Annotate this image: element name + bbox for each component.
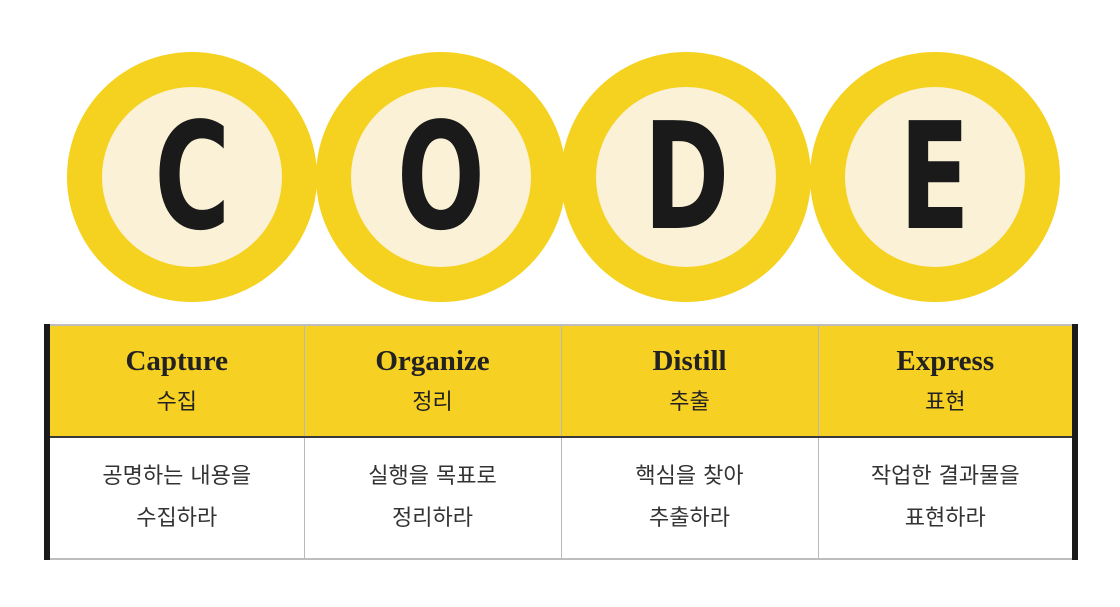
- step-description-line: 수집하라: [136, 506, 218, 531]
- step-description-line: 표현하라: [904, 506, 986, 531]
- circle-express: E: [810, 52, 1060, 302]
- desc-cell-express: 작업한 결과물을 표현하라: [818, 437, 1075, 559]
- letter-o: O: [396, 91, 486, 263]
- header-cell-distill: Distill 추출: [561, 325, 819, 438]
- step-description-line: 핵심을 찾아: [635, 464, 744, 490]
- step-description-line: 공명하는 내용을: [102, 464, 252, 490]
- desc-cell-distill: 핵심을 찾아 추출하라: [561, 437, 819, 559]
- step-description-line: 정리하라: [392, 506, 473, 531]
- step-korean-label: 추출: [669, 390, 710, 416]
- step-description-line: 작업한 결과물을: [870, 464, 1020, 490]
- header-cell-capture: Capture 수집: [47, 325, 305, 438]
- step-korean-label: 정리: [412, 390, 453, 416]
- desc-cell-capture: 공명하는 내용을 수집하라: [47, 437, 305, 559]
- circle-capture: C: [67, 52, 317, 302]
- letter-d: D: [642, 91, 729, 263]
- step-english-label: Express: [896, 345, 995, 378]
- step-english-label: Distill: [652, 345, 727, 378]
- letter-e: E: [899, 91, 971, 263]
- step-description-line: 실행을 목표로: [368, 464, 497, 490]
- step-english-label: Organize: [375, 345, 490, 378]
- code-table: Capture 수집 Organize 정리 Distill 추출 Expres…: [44, 324, 1078, 560]
- circle-distill: D: [561, 52, 811, 302]
- description-row: 공명하는 내용을 수집하라 실행을 목표로 정리하라 핵심을 찾아 추출하라 작…: [47, 437, 1075, 559]
- desc-cell-organize: 실행을 목표로 정리하라: [304, 437, 562, 559]
- step-english-label: Capture: [125, 345, 229, 378]
- header-cell-express: Express 표현: [818, 325, 1075, 438]
- step-description-line: 추출하라: [649, 506, 730, 531]
- letter-c: C: [153, 91, 231, 263]
- step-korean-label: 수집: [156, 390, 197, 416]
- circle-organize: O: [316, 52, 566, 302]
- header-row: Capture 수집 Organize 정리 Distill 추출 Expres…: [47, 325, 1075, 438]
- step-korean-label: 표현: [925, 390, 966, 416]
- header-cell-organize: Organize 정리: [304, 325, 562, 438]
